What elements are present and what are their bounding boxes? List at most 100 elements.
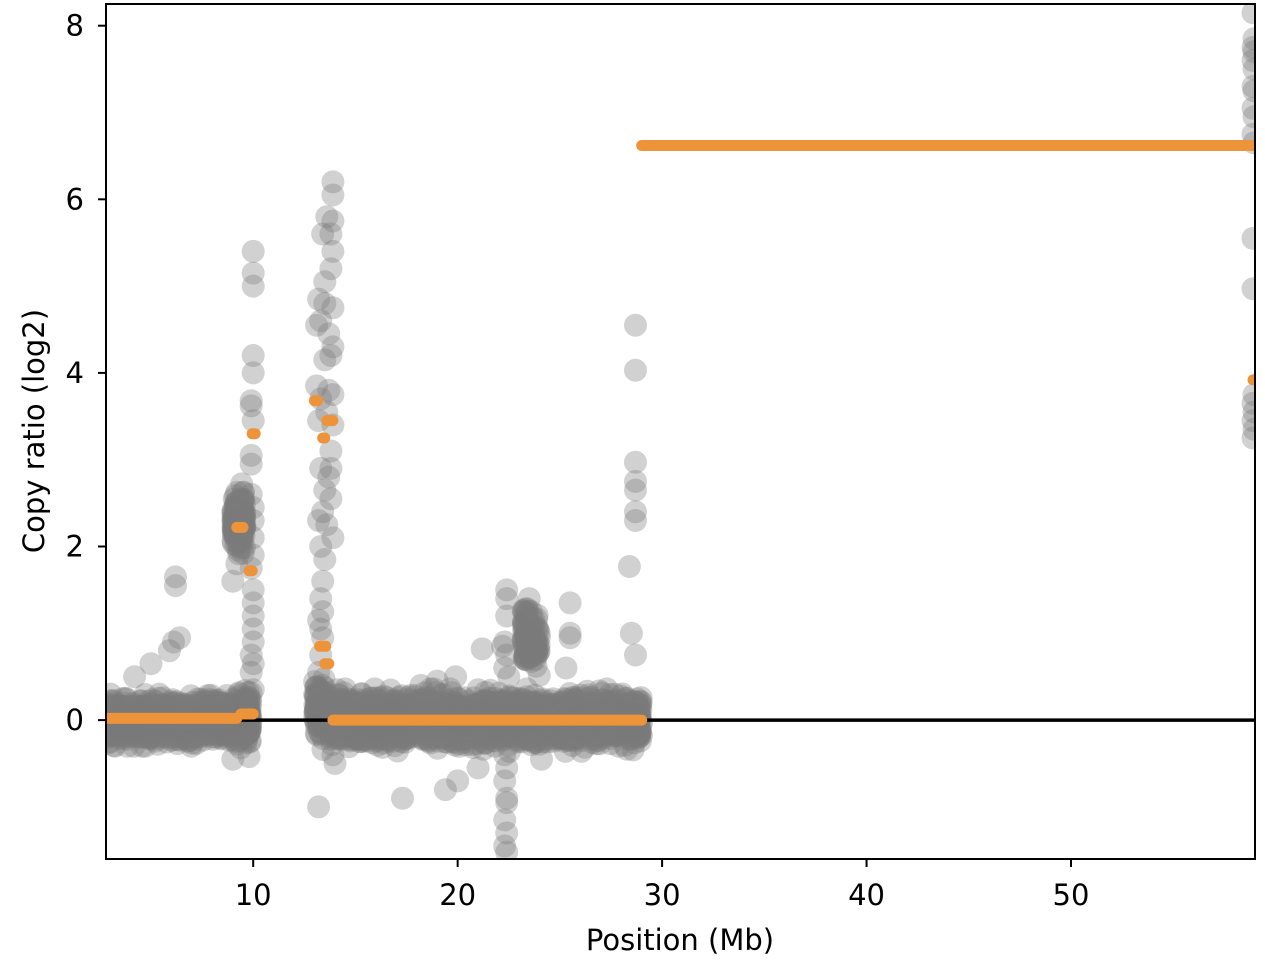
bin-point (212, 721, 236, 744)
bin-point (227, 681, 251, 705)
bin-point (397, 685, 421, 709)
bin-point (209, 720, 233, 744)
bin-point (306, 690, 330, 714)
bin-point (143, 729, 167, 753)
bin-point (309, 722, 333, 746)
bin-point (167, 721, 191, 744)
bin-point (213, 723, 237, 746)
bin-point (311, 697, 335, 721)
bin-point (106, 694, 130, 718)
bin-point (363, 695, 387, 719)
bin-point (434, 721, 458, 745)
bin-point (305, 693, 329, 717)
bin-point (106, 724, 121, 748)
bin-point (165, 723, 189, 747)
bin-point (179, 721, 202, 745)
bin-point (155, 730, 179, 754)
bin-point (106, 694, 123, 718)
bin-point (106, 695, 118, 719)
bin-point (440, 725, 464, 749)
bin-point (217, 728, 241, 752)
bin-point (309, 706, 333, 730)
bin-point (139, 726, 163, 750)
bin-point (178, 726, 202, 750)
bin-point (134, 693, 158, 717)
bin-point (149, 695, 173, 719)
bin-point (199, 693, 223, 717)
bin-point (199, 683, 223, 707)
bin-point (106, 692, 121, 716)
bin-point (150, 693, 174, 717)
bin-point (602, 693, 626, 717)
bin-point (169, 721, 193, 745)
bin-point (238, 717, 262, 741)
bin-point (472, 721, 496, 745)
bin-point (303, 699, 327, 723)
bin-point (132, 721, 156, 745)
bin-point (145, 727, 169, 751)
bin-point (233, 679, 257, 702)
bin-point (110, 718, 134, 742)
bin-point (120, 721, 144, 745)
bin-point (194, 693, 218, 717)
bin-point (213, 724, 237, 748)
bin-point (163, 720, 187, 744)
bin-point (161, 692, 185, 716)
bin-point (305, 691, 329, 715)
bin-point (565, 693, 589, 717)
bin-point (139, 720, 163, 744)
bin-point (106, 722, 130, 746)
bin-point (552, 696, 575, 720)
bin-point (106, 734, 126, 757)
bin-point (207, 695, 231, 719)
bin-point (494, 696, 518, 720)
bin-point (131, 725, 155, 749)
bin-point (310, 710, 334, 734)
bin-point (313, 688, 337, 712)
bin-point (350, 693, 374, 717)
bin-point (215, 684, 239, 707)
bin-point (210, 726, 233, 750)
bin-point (238, 729, 262, 753)
bin-point (304, 683, 328, 707)
bin-point (182, 719, 206, 742)
bin-point (235, 685, 259, 709)
bin-point (206, 694, 230, 718)
bin-point (106, 688, 125, 712)
bin-point (234, 731, 258, 755)
bin-point (189, 721, 213, 745)
bin-point (234, 689, 258, 713)
bin-point (146, 724, 170, 748)
bin-point (422, 691, 446, 715)
bin-point (312, 667, 336, 691)
bin-point (131, 720, 155, 744)
bin-point (106, 719, 123, 743)
bin-point (164, 720, 188, 744)
bin-point (221, 687, 245, 711)
bin-point (106, 695, 121, 719)
bin-point (162, 723, 186, 747)
bin-point (234, 722, 257, 745)
bin-point (111, 718, 135, 742)
bin-point (354, 728, 378, 751)
bin-point (205, 689, 228, 712)
bin-point (386, 720, 410, 743)
bin-point (106, 730, 123, 754)
bin-point (133, 734, 157, 758)
bin-point (215, 694, 239, 718)
bin-point (460, 694, 484, 718)
bin-point (155, 693, 179, 717)
bin-point (226, 718, 249, 742)
bin-point (170, 722, 194, 746)
bin-point (147, 722, 171, 746)
bin-point (172, 694, 196, 718)
bin-point (110, 694, 134, 718)
bin-point (235, 689, 259, 713)
bin-point (199, 719, 223, 743)
bin-point (221, 725, 245, 749)
bin-point (169, 694, 193, 718)
bin-point (591, 721, 614, 745)
bin-point (314, 688, 338, 712)
bin-point (116, 727, 140, 751)
bin-point (210, 727, 234, 751)
